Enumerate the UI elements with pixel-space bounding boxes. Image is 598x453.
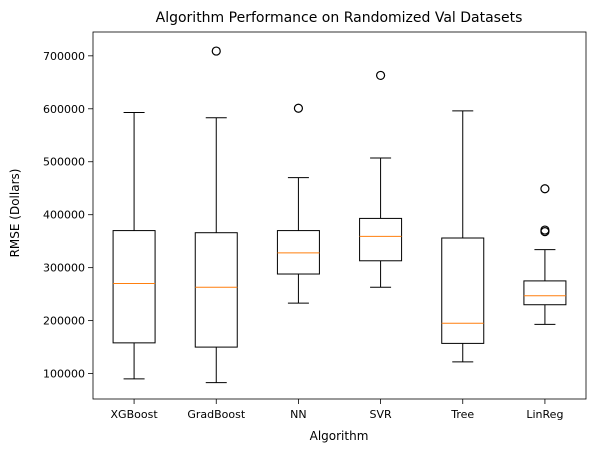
outlier-point [293, 103, 304, 113]
y-tick-label: 600000 [43, 103, 85, 116]
x-axis-label: Algorithm [310, 429, 369, 443]
box-iqr [276, 230, 320, 275]
box-iqr [359, 217, 403, 262]
x-tick-label: XGBoost [111, 408, 159, 421]
chart-title: Algorithm Performance on Randomized Val … [156, 10, 523, 26]
x-tick-label: NN [290, 408, 306, 421]
x-tick-label: GradBoost [187, 408, 246, 421]
y-tick-label: 500000 [43, 156, 85, 169]
x-tick-label: LinReg [526, 408, 563, 421]
x-tick-label: SVR [370, 408, 393, 421]
x-tick-label: Tree [450, 408, 474, 421]
box-iqr [112, 230, 156, 344]
y-tick-label: 200000 [43, 315, 85, 328]
box-iqr [441, 237, 485, 344]
outlier-point [540, 225, 550, 235]
y-tick-label: 100000 [43, 368, 85, 381]
plot-area: 100000 200000 300000 400000 500000 600000 7000… [43, 31, 587, 421]
y-tick-label: 300000 [43, 262, 85, 275]
y-axis-label: RMSE (Dollars) [8, 169, 22, 258]
plot-frame [92, 31, 587, 400]
outlier-point [211, 46, 221, 56]
box-iqr [194, 232, 238, 348]
y-tick-label: 700000 [43, 50, 85, 63]
outlier-point [375, 70, 386, 81]
box-iqr [523, 280, 567, 306]
outlier-point [540, 184, 550, 194]
y-tick-label: 400000 [43, 209, 85, 222]
